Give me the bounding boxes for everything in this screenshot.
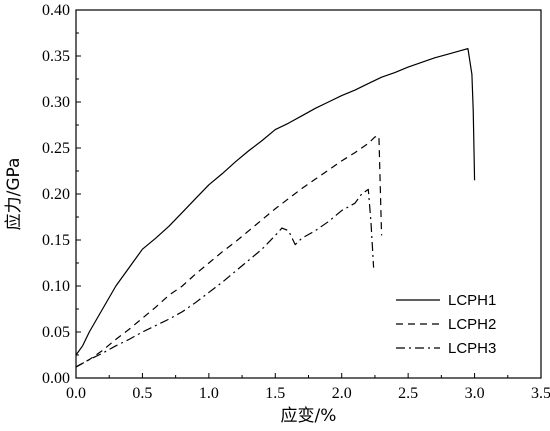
series-line-lcph2: [75, 135, 383, 368]
y-tick-label: 0.05: [42, 324, 70, 341]
y-tick-label: 0.25: [42, 140, 70, 157]
legend: LCPH1 LCPH2 LCPH3: [396, 292, 496, 357]
y-tick-label: 0.00: [42, 370, 70, 387]
x-tick-label: 1.0: [199, 385, 219, 402]
y-tick-label: 0.20: [42, 186, 70, 203]
x-tick-label: 0.5: [132, 385, 152, 402]
y-tick-label: 0.35: [42, 48, 70, 65]
y-tick-label: 0.15: [42, 232, 70, 249]
x-tick-label: 1.5: [265, 385, 285, 402]
y-tick-label: 0.10: [42, 278, 70, 295]
x-tick-label: 2.5: [398, 385, 418, 402]
series-line-lcph1: [75, 48, 476, 356]
y-axis-ticks: 0.00 0.05 0.10 0.15 0.20 0.25 0.30 0.35 0.40: [42, 2, 81, 387]
x-tick-label: 3.0: [465, 385, 485, 402]
legend-label-lcph1: LCPH1: [448, 292, 496, 309]
x-axis-ticks: 0.0 0.5 1.0 1.5 2.0 2.5 3.0 3.5: [66, 373, 550, 402]
x-tick-label: 2.0: [332, 385, 352, 402]
y-tick-label: 0.40: [42, 2, 70, 19]
y-axis-title: 应力/GPa: [4, 158, 24, 231]
x-tick-label: 3.5: [531, 385, 550, 402]
series-layer: [75, 48, 476, 368]
x-tick-label: 0.0: [66, 385, 86, 402]
y-tick-label: 0.30: [42, 94, 70, 111]
legend-label-lcph3: LCPH3: [448, 340, 496, 357]
x-axis-title: 应变/%: [281, 406, 337, 426]
legend-label-lcph2: LCPH2: [448, 316, 496, 333]
series-line-lcph3: [75, 188, 375, 368]
